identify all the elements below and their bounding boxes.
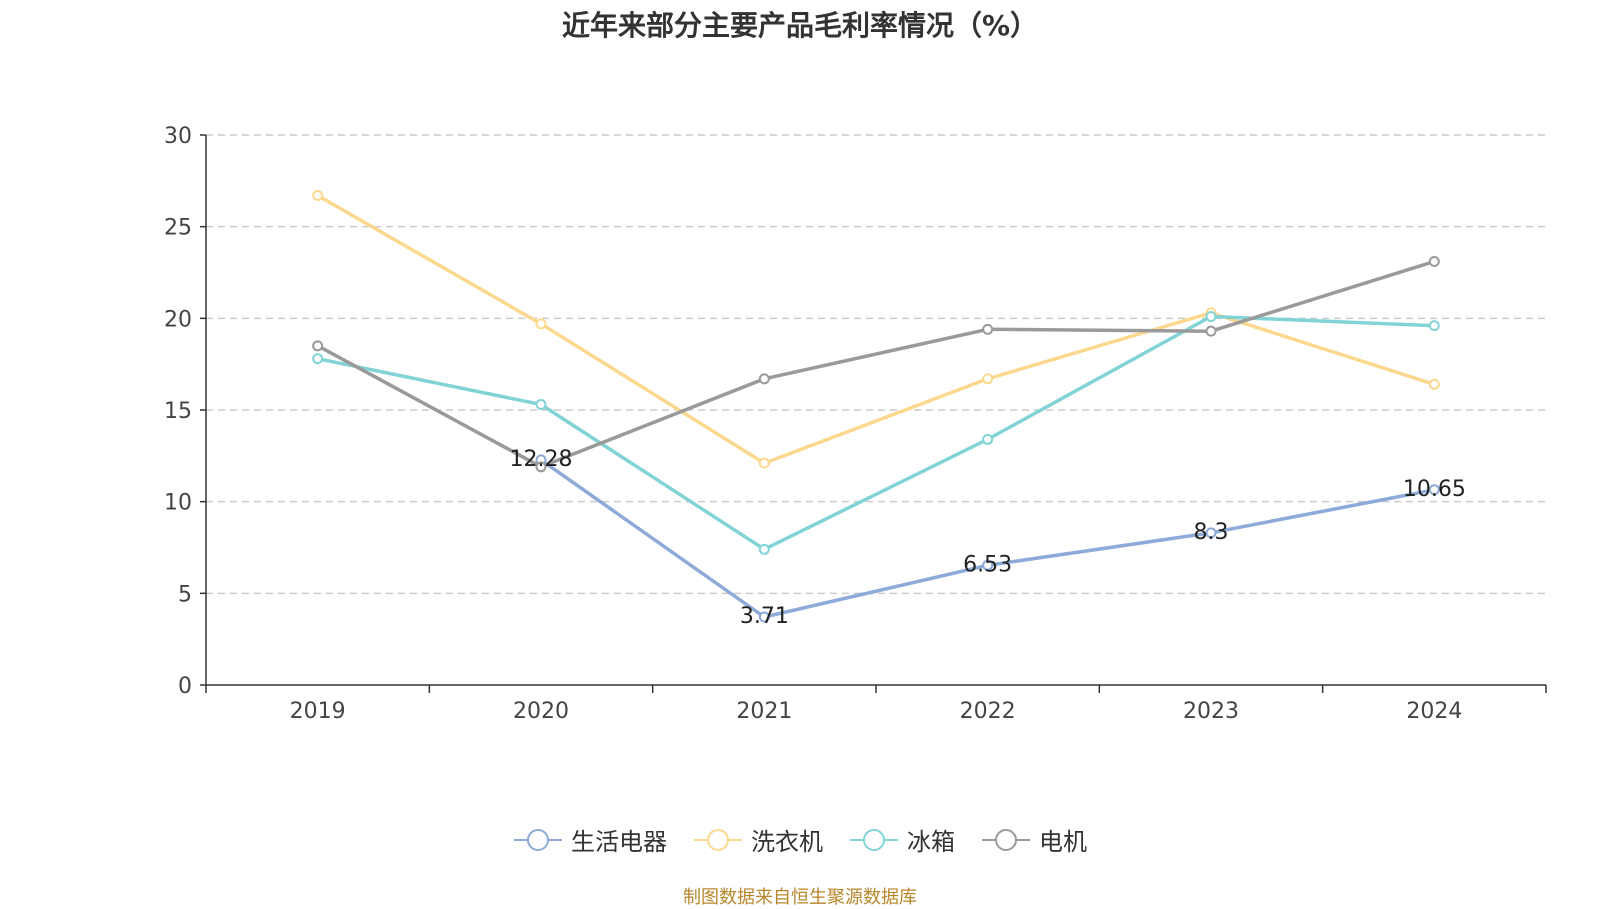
data-point[interactable]: [535, 399, 547, 410]
data-point[interactable]: [312, 353, 324, 365]
data-label: 10.65: [1403, 477, 1466, 502]
chart-title: 近年来部分主要产品毛利率情况（%）: [561, 9, 1039, 42]
data-point[interactable]: [982, 373, 994, 385]
x-tick-label: 2021: [736, 699, 792, 724]
data-point[interactable]: [1428, 484, 1440, 496]
data-point[interactable]: [1428, 320, 1440, 332]
data-label: 6.53: [963, 552, 1012, 577]
legend-item[interactable]: 电机: [981, 822, 1087, 857]
data-point[interactable]: [535, 318, 547, 330]
data-point[interactable]: [982, 559, 994, 571]
y-tick-label: 30: [164, 124, 192, 149]
x-tick-label: 2019: [290, 699, 346, 724]
legend-label: 生活电器: [571, 828, 667, 856]
y-tick-label: 5: [178, 582, 192, 607]
data-point[interactable]: [982, 323, 994, 335]
x-tick-label: 2024: [1406, 699, 1462, 724]
legend-item[interactable]: 冰箱: [849, 822, 955, 857]
legend-label: 冰箱: [907, 828, 955, 856]
data-point[interactable]: [758, 543, 770, 555]
y-tick-label: 25: [164, 216, 192, 241]
series-line-3: [316, 259, 1435, 469]
data-point[interactable]: [1205, 311, 1217, 322]
legend-line-icon: [850, 828, 898, 851]
legend: 生活电器 洗衣机 冰箱 电机: [0, 822, 1600, 857]
data-point[interactable]: [312, 340, 324, 352]
source-note: 制图数据来自恒生聚源数据库: [683, 887, 917, 908]
legend-line-icon: [982, 828, 1030, 851]
data-point[interactable]: [312, 190, 324, 201]
legend-line-icon: [694, 828, 742, 851]
x-tick-label: 2022: [960, 699, 1016, 724]
data-point[interactable]: [758, 611, 770, 623]
legend-item[interactable]: 洗衣机: [693, 822, 823, 857]
data-point[interactable]: [535, 461, 547, 473]
y-tick-label: 0: [178, 674, 192, 699]
data-label: 3.71: [740, 604, 789, 629]
data-label: 12.28: [510, 447, 573, 472]
data-point[interactable]: [758, 373, 770, 385]
legend-label: 电机: [1039, 828, 1087, 856]
series-line-2: [317, 314, 1435, 552]
data-point[interactable]: [758, 457, 770, 469]
x-tick-label: 2020: [513, 699, 569, 724]
legend-line-icon: [514, 828, 562, 851]
x-tick-label: 2023: [1183, 699, 1239, 724]
legend-item[interactable]: 生活电器: [513, 822, 667, 857]
series-line-1: [316, 193, 1435, 465]
data-point[interactable]: [1428, 378, 1440, 390]
y-tick-label: 15: [164, 399, 192, 424]
data-point[interactable]: [1428, 256, 1440, 267]
data-point[interactable]: [1205, 527, 1217, 539]
legend-label: 洗衣机: [751, 828, 823, 856]
data-point[interactable]: [982, 433, 994, 445]
data-label: 8.3: [1194, 520, 1229, 545]
data-point[interactable]: [1205, 325, 1217, 337]
y-tick-label: 20: [164, 307, 192, 332]
y-tick-label: 10: [164, 491, 192, 516]
